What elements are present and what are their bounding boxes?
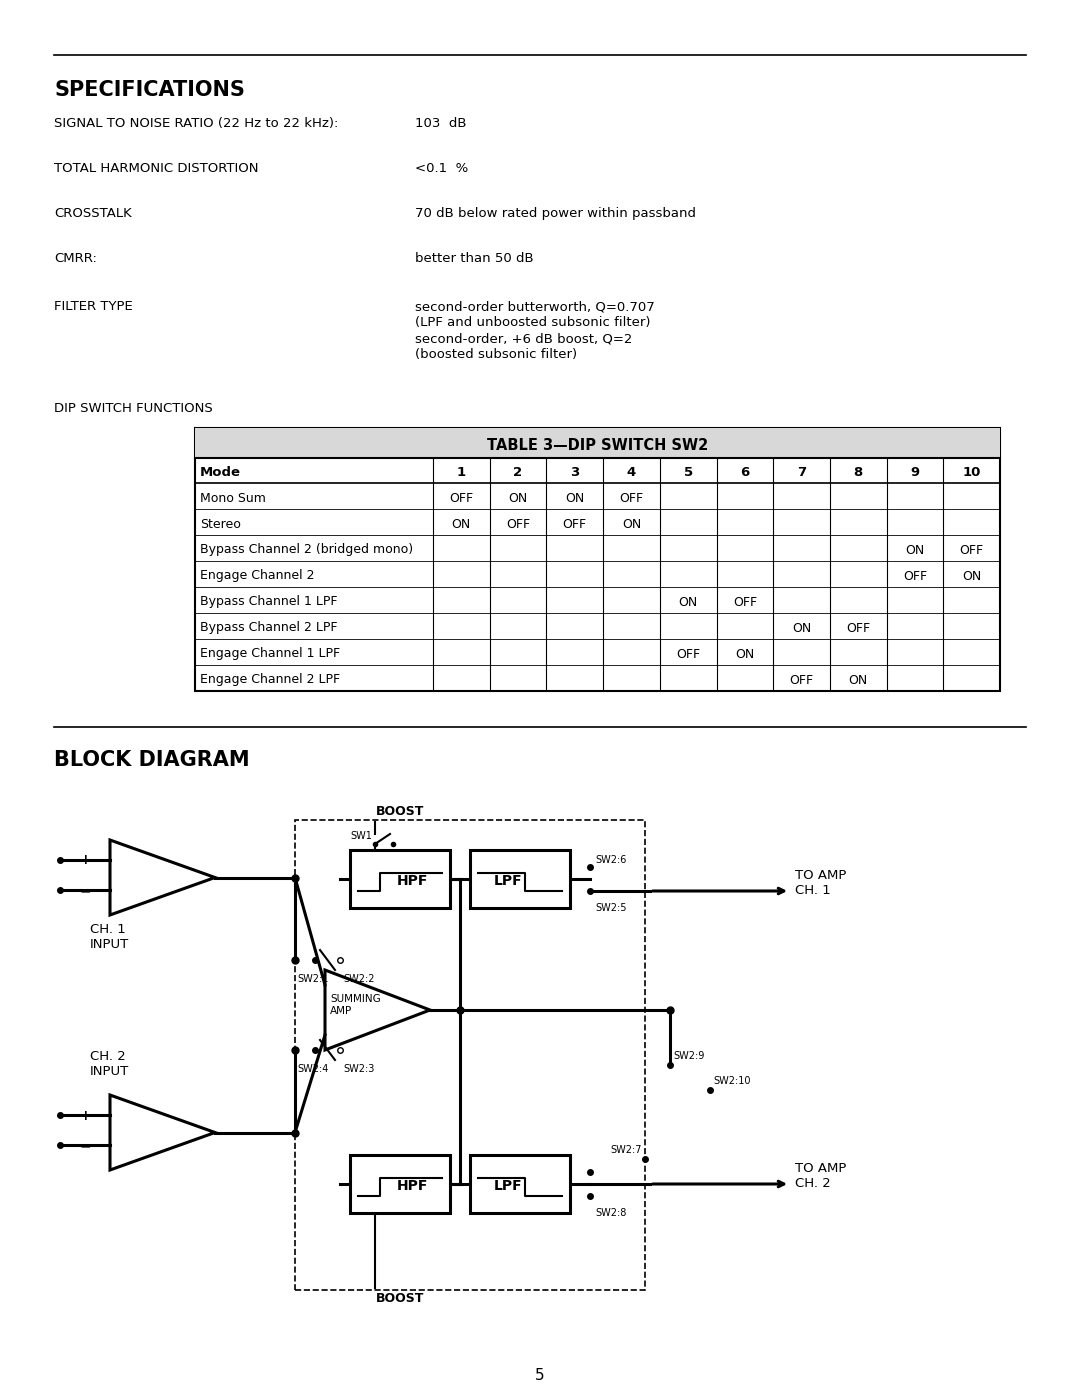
Text: OFF: OFF bbox=[903, 570, 927, 583]
Text: 70 dB below rated power within passband: 70 dB below rated power within passband bbox=[415, 207, 696, 219]
Text: 7: 7 bbox=[797, 467, 806, 479]
Text: TO AMP
CH. 1: TO AMP CH. 1 bbox=[795, 869, 847, 897]
Text: CH. 2
INPUT: CH. 2 INPUT bbox=[90, 1051, 130, 1078]
Text: TABLE 3—DIP SWITCH SW2: TABLE 3—DIP SWITCH SW2 bbox=[487, 437, 708, 453]
Text: OFF: OFF bbox=[507, 517, 530, 531]
Text: BOOST: BOOST bbox=[376, 1292, 424, 1305]
Text: −: − bbox=[79, 884, 91, 898]
Text: Engage Channel 2 LPF: Engage Channel 2 LPF bbox=[200, 673, 340, 686]
Text: OFF: OFF bbox=[676, 647, 700, 661]
Text: OFF: OFF bbox=[449, 492, 473, 504]
Text: OFF: OFF bbox=[960, 543, 984, 556]
Text: SUMMING
AMP: SUMMING AMP bbox=[330, 995, 381, 1016]
Text: (boosted subsonic filter): (boosted subsonic filter) bbox=[415, 348, 577, 360]
Text: SW2:2: SW2:2 bbox=[343, 974, 375, 983]
Bar bbox=[350, 849, 450, 908]
Text: SIGNAL TO NOISE RATIO (22 Hz to 22 kHz):: SIGNAL TO NOISE RATIO (22 Hz to 22 kHz): bbox=[54, 117, 338, 130]
Text: 103  dB: 103 dB bbox=[415, 117, 467, 130]
Text: Bypass Channel 1 LPF: Bypass Channel 1 LPF bbox=[200, 595, 337, 609]
Text: 6: 6 bbox=[740, 467, 750, 479]
Text: BLOCK DIAGRAM: BLOCK DIAGRAM bbox=[54, 750, 249, 770]
Text: HPF: HPF bbox=[396, 1179, 428, 1193]
Text: second-order butterworth, Q=0.707: second-order butterworth, Q=0.707 bbox=[415, 300, 654, 313]
Text: SW2:8: SW2:8 bbox=[595, 1208, 626, 1218]
Text: ON: ON bbox=[962, 570, 982, 583]
Text: Engage Channel 2: Engage Channel 2 bbox=[200, 570, 314, 583]
Text: DIP SWITCH FUNCTIONS: DIP SWITCH FUNCTIONS bbox=[54, 402, 213, 415]
Bar bbox=[195, 427, 1000, 692]
Text: Bypass Channel 2 (bridged mono): Bypass Channel 2 (bridged mono) bbox=[200, 543, 414, 556]
Text: ON: ON bbox=[622, 517, 642, 531]
Text: 2: 2 bbox=[513, 467, 523, 479]
Text: 10: 10 bbox=[962, 467, 981, 479]
Text: ON: ON bbox=[565, 492, 584, 504]
Text: SW2:9: SW2:9 bbox=[673, 1051, 704, 1060]
Text: 8: 8 bbox=[853, 467, 863, 479]
Text: <0.1  %: <0.1 % bbox=[415, 162, 469, 175]
Bar bbox=[470, 1155, 570, 1213]
Text: OFF: OFF bbox=[789, 673, 813, 686]
Text: CROSSTALK: CROSSTALK bbox=[54, 207, 132, 219]
Text: OFF: OFF bbox=[733, 595, 757, 609]
Text: Stereo: Stereo bbox=[200, 517, 241, 531]
Bar bbox=[195, 427, 1000, 458]
Text: (LPF and unboosted subsonic filter): (LPF and unboosted subsonic filter) bbox=[415, 316, 650, 330]
Text: ON: ON bbox=[905, 543, 924, 556]
Text: BOOST: BOOST bbox=[376, 805, 424, 819]
Text: CMRR:: CMRR: bbox=[54, 251, 97, 265]
Text: SW2:7: SW2:7 bbox=[610, 1146, 642, 1155]
Text: 4: 4 bbox=[626, 467, 636, 479]
Text: ON: ON bbox=[678, 595, 698, 609]
Text: TO AMP
CH. 2: TO AMP CH. 2 bbox=[795, 1162, 847, 1190]
Text: ON: ON bbox=[451, 517, 471, 531]
Text: ON: ON bbox=[792, 622, 811, 634]
Text: 5: 5 bbox=[684, 467, 692, 479]
Text: FILTER TYPE: FILTER TYPE bbox=[54, 300, 133, 313]
Bar bbox=[470, 849, 570, 908]
Text: OFF: OFF bbox=[563, 517, 586, 531]
Text: −: − bbox=[79, 1140, 91, 1154]
Text: ON: ON bbox=[735, 647, 755, 661]
Text: Mode: Mode bbox=[200, 467, 241, 479]
Text: LPF: LPF bbox=[494, 1179, 523, 1193]
Text: +: + bbox=[79, 1108, 91, 1123]
Text: LPF: LPF bbox=[494, 875, 523, 888]
Text: OFF: OFF bbox=[620, 492, 644, 504]
Text: SW2:5: SW2:5 bbox=[595, 902, 626, 914]
Bar bbox=[350, 1155, 450, 1213]
Text: SW2:4: SW2:4 bbox=[297, 1065, 328, 1074]
Text: +: + bbox=[79, 854, 91, 868]
Text: ON: ON bbox=[509, 492, 528, 504]
Text: 3: 3 bbox=[570, 467, 579, 479]
Text: second-order, +6 dB boost, Q=2: second-order, +6 dB boost, Q=2 bbox=[415, 332, 633, 345]
Text: better than 50 dB: better than 50 dB bbox=[415, 251, 534, 265]
Text: SW1: SW1 bbox=[350, 831, 372, 841]
Text: SW2:6: SW2:6 bbox=[595, 855, 626, 865]
Text: Mono Sum: Mono Sum bbox=[200, 492, 266, 504]
Bar bbox=[295, 820, 645, 1289]
Text: SPECIFICATIONS: SPECIFICATIONS bbox=[54, 80, 245, 101]
Text: HPF: HPF bbox=[396, 875, 428, 888]
Text: 9: 9 bbox=[910, 467, 919, 479]
Text: Engage Channel 1 LPF: Engage Channel 1 LPF bbox=[200, 647, 340, 661]
Text: SW2:3: SW2:3 bbox=[343, 1065, 375, 1074]
Text: TOTAL HARMONIC DISTORTION: TOTAL HARMONIC DISTORTION bbox=[54, 162, 258, 175]
Text: ON: ON bbox=[849, 673, 868, 686]
Text: OFF: OFF bbox=[847, 622, 870, 634]
Text: SW2:10: SW2:10 bbox=[713, 1076, 751, 1085]
Text: CH. 1
INPUT: CH. 1 INPUT bbox=[90, 923, 130, 951]
Text: SW2:1: SW2:1 bbox=[297, 974, 328, 983]
Text: 5: 5 bbox=[536, 1368, 544, 1383]
Text: Bypass Channel 2 LPF: Bypass Channel 2 LPF bbox=[200, 622, 337, 634]
Text: 1: 1 bbox=[457, 467, 465, 479]
